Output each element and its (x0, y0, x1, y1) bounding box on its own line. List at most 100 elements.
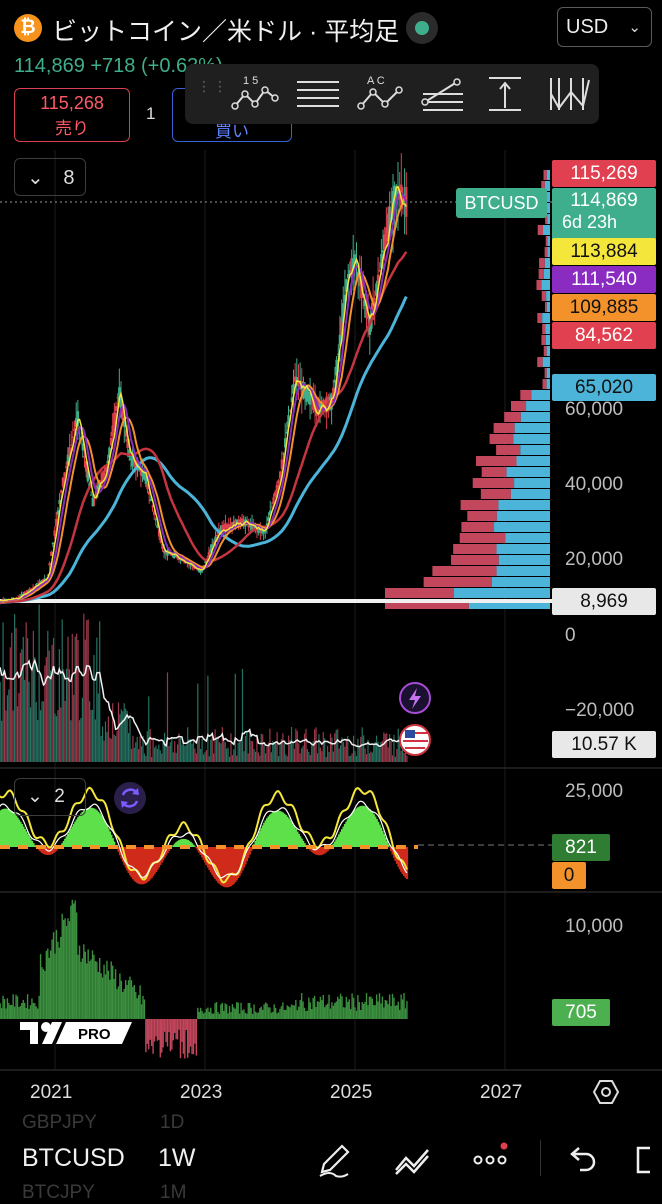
xabcd-pattern-icon[interactable]: 1 5 (229, 72, 279, 116)
volume-profile-bar (545, 368, 547, 378)
histogram-bar (259, 1008, 260, 1019)
ma-yellow-label: 113,884 (552, 238, 656, 265)
volume-bar (354, 751, 355, 762)
histogram-bar (288, 1006, 289, 1019)
trend-tools-icon[interactable] (392, 1140, 432, 1180)
histogram-bar (398, 1002, 399, 1019)
histogram-bar (73, 903, 74, 1019)
histogram-bar (385, 1000, 386, 1019)
histogram-bar (151, 1019, 152, 1046)
histogram-bar (298, 1007, 299, 1019)
fib-retracement-icon[interactable] (417, 72, 467, 116)
volume-bar (118, 702, 119, 762)
volume-bar (135, 742, 136, 762)
oscillator-collapse-toggle[interactable]: ⌄ 2 (14, 778, 86, 816)
histogram-bar (233, 1007, 234, 1019)
next-interval-ghost[interactable]: 1M (160, 1182, 186, 1204)
volume-bar (80, 718, 81, 762)
histogram-bar (383, 1007, 384, 1019)
fullscreen-icon[interactable] (630, 1140, 662, 1180)
histogram-bar (379, 993, 380, 1019)
next-symbol-ghost[interactable]: BTCJPY (22, 1182, 95, 1204)
volume-profile-bar (520, 390, 531, 400)
settings-hexagon-icon[interactable] (592, 1078, 620, 1106)
elliott-wave-icon[interactable] (543, 72, 593, 116)
volume-profile-bar (548, 236, 550, 246)
volume-bar (176, 753, 177, 762)
volume-bar (15, 628, 16, 762)
histogram-bar (213, 1013, 214, 1019)
x-axis-label: 2027 (480, 1082, 522, 1104)
prev-interval-ghost[interactable]: 1D (160, 1112, 184, 1134)
volume-bar (151, 757, 152, 762)
histogram-bar (265, 1002, 266, 1019)
histogram-bar (98, 972, 99, 1019)
volume-bar (261, 734, 262, 762)
volume-bar (13, 710, 14, 762)
symbol-selector[interactable]: BTCUSD (22, 1144, 125, 1173)
histogram-bar (76, 912, 77, 1019)
volume-bar (235, 674, 236, 762)
histogram-bar (403, 993, 404, 1019)
sell-button[interactable]: 115,268 売り (14, 88, 130, 142)
histogram-bar (62, 914, 63, 1019)
interval-selector[interactable]: 1W (158, 1144, 196, 1173)
price-range-icon[interactable] (481, 72, 531, 116)
volume-bar (227, 748, 228, 762)
histogram-bar (406, 1001, 407, 1019)
volume-bar (7, 695, 8, 762)
refresh-icon[interactable] (114, 782, 146, 814)
volume-profile-bar (521, 412, 550, 422)
ma-orange-label: 109,885 (552, 294, 656, 321)
histogram-bar (266, 1004, 267, 1019)
volume-bar (308, 752, 309, 762)
drag-handle-icon[interactable]: ⋮⋮ (197, 82, 229, 90)
histogram-bar (77, 955, 78, 1019)
histogram-bar (190, 1019, 191, 1047)
high-price-label: 115,269 (552, 160, 656, 187)
undo-icon[interactable] (562, 1140, 602, 1180)
symbol-title[interactable]: ビットコイン／米ドル · 平均足 (52, 12, 399, 48)
histogram-bar (307, 1011, 308, 1019)
market-status-icon[interactable] (406, 12, 438, 44)
histogram-bar (180, 1019, 181, 1058)
pen-draw-icon[interactable] (314, 1140, 354, 1180)
histogram-bar (240, 1003, 241, 1019)
volume-profile-bar (496, 445, 520, 455)
parallel-channel-icon[interactable] (293, 72, 343, 116)
volume-profile-bar (473, 478, 514, 488)
volume-profile-bar (542, 291, 546, 301)
more-options-icon[interactable] (470, 1140, 510, 1180)
histogram-bar (4, 999, 5, 1019)
histogram-bar (5, 1008, 6, 1019)
volume-bar (36, 702, 37, 762)
last-price-value: 114,869 (14, 55, 85, 77)
histogram-bar (142, 996, 143, 1019)
histogram-bar (8, 1003, 9, 1019)
volume-bar (93, 655, 94, 762)
histogram-bar (90, 959, 91, 1019)
volume-bar (47, 631, 48, 762)
indicator-collapse-toggle[interactable]: ⌄ 8 (14, 158, 86, 196)
histogram-bar (80, 962, 81, 1019)
histogram-bar (311, 1009, 312, 1019)
volume-bar (240, 742, 241, 762)
volume-bar (327, 746, 328, 762)
currency-select[interactable]: USD ⌄ (557, 7, 652, 47)
bitcoin-logo-icon: ₿ (14, 14, 42, 42)
histogram-bar (376, 994, 377, 1019)
prev-symbol-ghost[interactable]: GBPJPY (22, 1112, 97, 1134)
histogram-bar (271, 1013, 272, 1019)
volume-bar (349, 756, 350, 762)
histogram-bar (49, 958, 50, 1019)
volume-profile-bar (546, 291, 550, 301)
volume-bar (134, 748, 135, 762)
volume-bar (379, 748, 380, 762)
volume-profile-bar (511, 401, 526, 411)
histogram-bar (54, 954, 55, 1019)
volume-bar (30, 707, 31, 762)
volume-bar (129, 719, 130, 762)
abcd-pattern-icon[interactable]: A C (355, 72, 405, 116)
volume-bar (163, 742, 164, 762)
histogram-bar (69, 921, 70, 1019)
